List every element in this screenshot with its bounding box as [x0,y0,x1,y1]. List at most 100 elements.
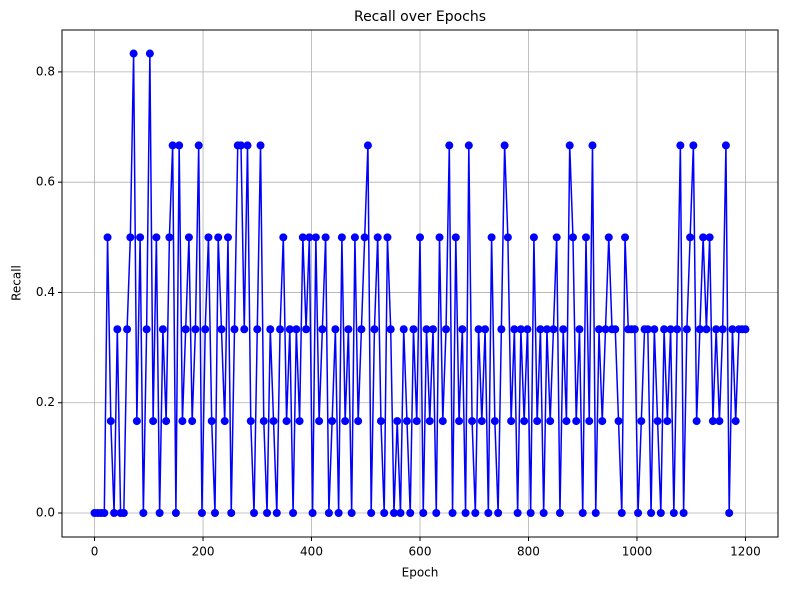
data-point [237,141,245,150]
data-point [302,325,311,334]
data-point [647,509,656,518]
data-point [650,325,659,334]
data-point [477,417,486,426]
data-point [246,417,255,426]
x-tick-label: 800 [517,545,540,559]
x-tick-label: 400 [300,545,323,559]
data-point [318,325,327,334]
data-point [315,417,324,426]
data-point [110,509,119,518]
data-point [145,49,154,58]
data-point [292,325,301,334]
data-point [132,417,141,426]
data-point [106,417,115,426]
y-axis-label: Recall [10,265,24,301]
plot-frame [61,29,779,538]
data-point [546,417,555,426]
data-point [611,325,620,334]
data-point [595,325,603,334]
data-point [572,417,581,426]
data-point [464,141,473,150]
data-point [282,417,291,426]
data-point [422,325,431,334]
data-point [354,417,363,426]
data-point [223,233,232,242]
data-point [656,509,665,518]
data-point [481,325,490,334]
data-point [458,325,467,334]
data-point [682,325,691,334]
x-tick-label: 0 [91,545,99,559]
data-point [350,233,359,242]
data-point [289,509,298,518]
data-point [471,509,480,518]
data-point [240,325,249,334]
data-point [614,417,623,426]
data-point [328,417,337,426]
data-point [204,233,213,242]
data-point [191,325,200,334]
data-point [695,325,704,334]
data-point [370,325,379,334]
data-point [705,233,714,242]
data-point [653,417,662,426]
y-tick-label: 0.4 [36,285,55,299]
data-point [269,417,278,426]
data-point [741,325,750,334]
data-point [510,325,519,334]
data-point [412,417,421,426]
data-point [363,141,372,150]
data-point [468,417,477,426]
data-point [494,509,503,518]
data-point [555,509,564,518]
data-point [380,509,389,518]
x-tick-label: 1200 [730,545,761,559]
data-point [259,417,268,426]
data-point [129,49,138,58]
data-point [334,509,343,518]
data-point [686,233,695,242]
data-point [181,325,190,334]
data-point [103,233,112,242]
data-point [712,325,721,334]
data-point [578,509,587,518]
data-point [500,141,509,150]
data-point [250,509,259,518]
data-point [689,141,698,150]
data-point [113,325,122,334]
data-point [559,325,568,334]
data-point [276,325,285,334]
data-point [442,325,451,334]
data-point [630,325,639,334]
data-point [451,233,460,242]
data-point [305,233,314,242]
data-point [178,417,187,426]
data-point [581,233,590,242]
data-point [360,233,369,242]
data-point [503,233,512,242]
data-point [565,141,574,150]
data-point [490,417,499,426]
data-point [621,233,630,242]
data-point [376,417,385,426]
data-point [728,325,737,334]
data-point [256,141,265,150]
data-point [298,233,307,242]
data-point [119,509,128,518]
data-point [341,417,350,426]
data-point [123,325,132,334]
data-point [152,233,161,242]
x-tick-label: 200 [192,545,215,559]
data-point [337,233,346,242]
data-point [617,509,626,518]
data-point [406,509,415,518]
data-point [188,417,197,426]
data-point [210,509,219,518]
data-point [126,233,135,242]
data-point [168,141,177,150]
data-point [673,325,682,334]
data-point [516,325,525,334]
data-point [214,233,223,242]
data-point [692,417,701,426]
